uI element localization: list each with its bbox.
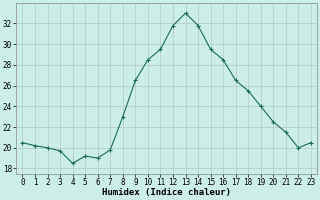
X-axis label: Humidex (Indice chaleur): Humidex (Indice chaleur) <box>102 188 231 197</box>
